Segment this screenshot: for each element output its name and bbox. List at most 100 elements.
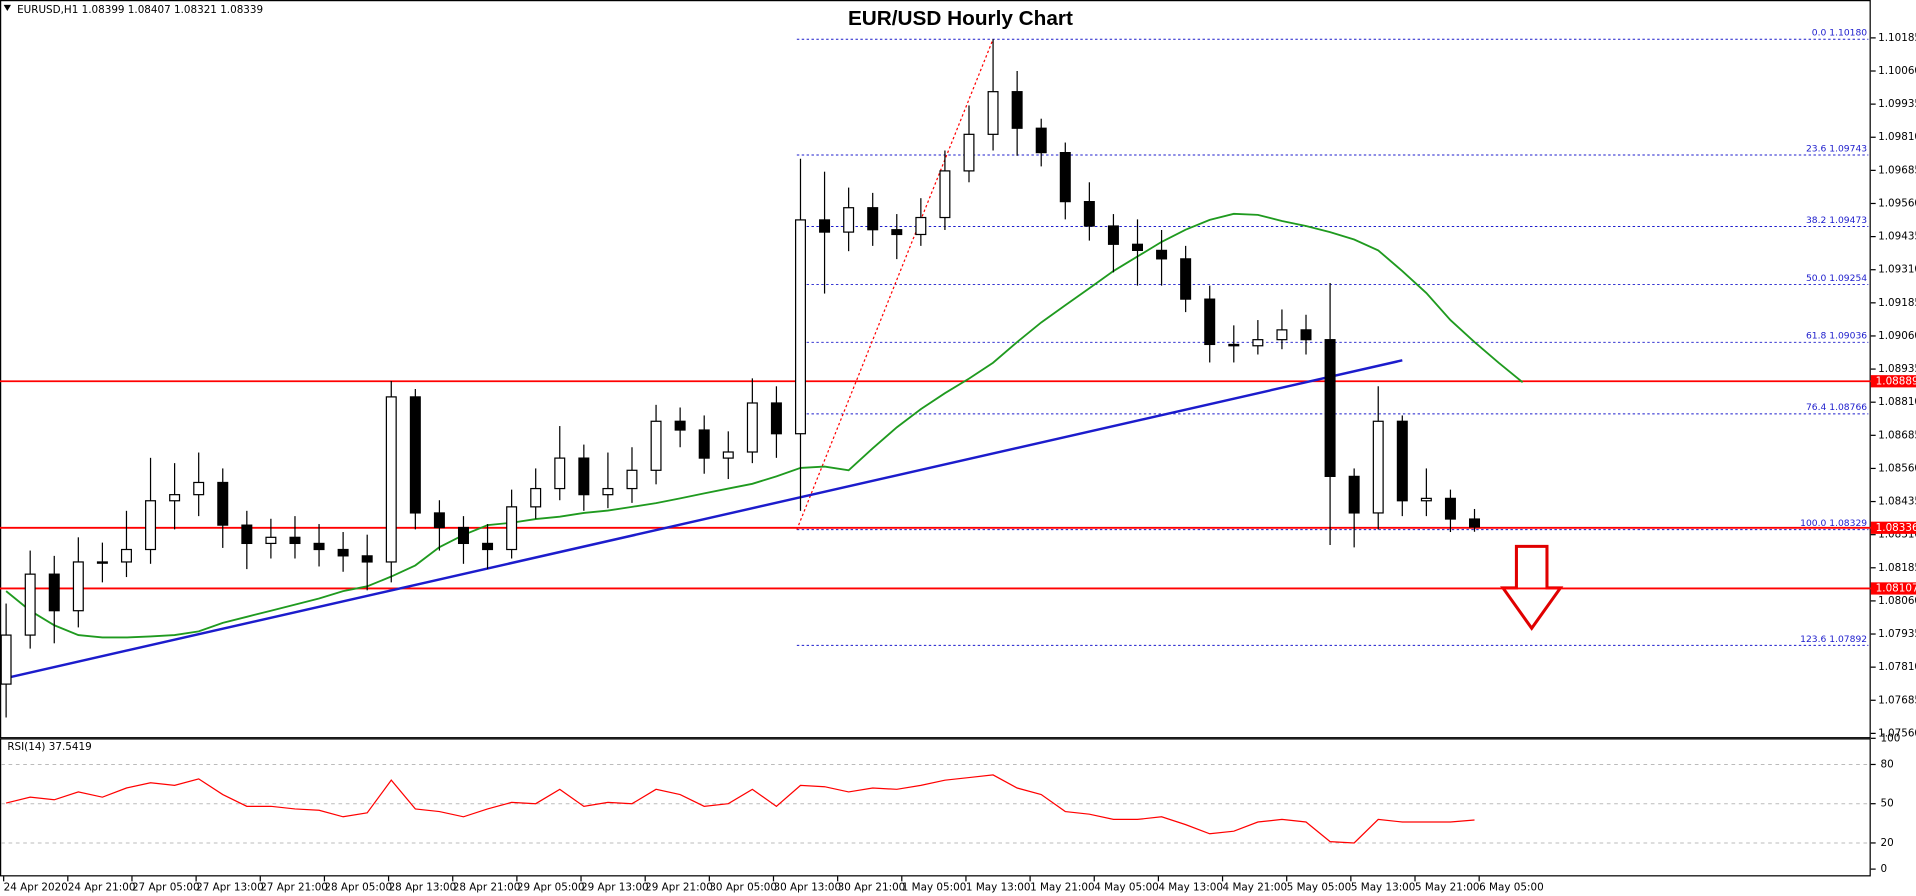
candle-body xyxy=(1083,201,1095,227)
candle-body xyxy=(939,170,951,219)
candle-body xyxy=(1396,420,1408,502)
candle-body xyxy=(1444,497,1456,520)
symbol-info: EURUSD,H1 1.08399 1.08407 1.08321 1.0833… xyxy=(17,4,263,16)
x-tick-label: 1 May 21:00 xyxy=(1030,881,1095,893)
y-tick-label: 1.08185 xyxy=(1878,562,1916,574)
candle-body xyxy=(145,500,157,551)
y-tick-label: 1.10185 xyxy=(1878,32,1916,44)
candle-body xyxy=(1132,243,1144,251)
candle-body xyxy=(1420,497,1432,502)
y-tick-label: 1.09810 xyxy=(1878,131,1916,143)
moving-average xyxy=(5,212,1524,639)
candle-body xyxy=(746,402,758,453)
candle-body xyxy=(0,634,12,685)
rsi-panel xyxy=(0,738,1871,877)
x-tick-label: 6 May 05:00 xyxy=(1479,881,1544,893)
candle-body xyxy=(313,542,325,551)
candle-body xyxy=(361,555,373,563)
candle-body xyxy=(891,229,903,236)
candle-body xyxy=(265,536,277,545)
x-tick-label: 5 May 21:00 xyxy=(1415,881,1480,893)
x-tick-label: 29 Apr 21:00 xyxy=(645,881,713,893)
candle-body xyxy=(602,487,614,496)
fib-level-label: 0.0 1.10180 xyxy=(1812,28,1868,39)
x-tick-label: 4 May 13:00 xyxy=(1158,881,1223,893)
x-tick-label: 29 Apr 13:00 xyxy=(581,881,649,893)
level-tag xyxy=(1870,521,1916,534)
candle-body xyxy=(169,494,181,502)
rsi-tick-label: 0 xyxy=(1881,863,1888,875)
candle-body xyxy=(1059,152,1071,203)
candle-body xyxy=(96,561,108,564)
candle-body xyxy=(1107,225,1119,245)
candle-body xyxy=(626,469,638,490)
fib-level-label: 50.0 1.09254 xyxy=(1806,273,1867,284)
candle-body xyxy=(217,481,229,526)
rsi-label: RSI(14) 37.5419 xyxy=(7,741,91,753)
fib-line xyxy=(796,38,994,530)
candle-body xyxy=(1348,475,1360,514)
candle-body xyxy=(698,429,710,459)
x-tick-label: 1 May 13:00 xyxy=(966,881,1031,893)
y-tick-label: 1.08685 xyxy=(1878,429,1916,441)
candle-body xyxy=(506,506,518,551)
x-tick-label: 1 May 05:00 xyxy=(902,881,967,893)
rsi-tick-label: 50 xyxy=(1881,798,1894,810)
price-panel xyxy=(0,0,1871,739)
candle-body xyxy=(1324,339,1336,477)
candle-body xyxy=(1156,249,1168,260)
rsi-line xyxy=(5,774,1475,844)
x-tick-label: 30 Apr 05:00 xyxy=(709,881,777,893)
fib-level-label: 100.0 1.08329 xyxy=(1800,518,1867,529)
fib-level-label: 123.6 1.07892 xyxy=(1800,634,1867,645)
x-tick-label: 27 Apr 05:00 xyxy=(132,881,200,893)
candle-body xyxy=(433,512,445,529)
candle-body xyxy=(987,91,999,135)
level-tag-label: 1.08889 xyxy=(1876,375,1916,387)
rsi-tick-label: 80 xyxy=(1881,758,1894,770)
x-tick-label: 4 May 05:00 xyxy=(1094,881,1159,893)
candle-body xyxy=(1228,343,1240,347)
candle-body xyxy=(72,561,84,612)
y-tick-label: 1.09435 xyxy=(1878,231,1916,243)
rsi-tick-label: 20 xyxy=(1881,837,1894,849)
x-tick-label: 5 May 05:00 xyxy=(1287,881,1352,893)
y-tick-label: 1.09935 xyxy=(1878,98,1916,110)
symbol-arrow xyxy=(3,4,11,12)
candle-body xyxy=(530,487,542,508)
y-tick-label: 1.08810 xyxy=(1878,396,1916,408)
candle-body xyxy=(963,133,975,172)
y-tick-label: 1.09685 xyxy=(1878,164,1916,176)
candle-body xyxy=(1300,329,1312,341)
y-tick-label: 1.07560 xyxy=(1878,727,1916,739)
y-tick-label: 1.09185 xyxy=(1878,297,1916,309)
x-tick-label: 28 Apr 05:00 xyxy=(324,881,392,893)
level-tag-label: 1.08107 xyxy=(1876,582,1916,594)
candle-body xyxy=(409,396,421,514)
x-tick-label: 28 Apr 21:00 xyxy=(453,881,521,893)
candle-body xyxy=(120,548,132,563)
candle-body xyxy=(1180,258,1192,300)
x-tick-label: 27 Apr 13:00 xyxy=(196,881,264,893)
candle-body xyxy=(554,457,566,490)
candle-body xyxy=(1252,339,1264,347)
candle-body xyxy=(770,402,782,435)
candle-body xyxy=(1469,518,1481,528)
candle-body xyxy=(867,207,879,231)
level-tag-label: 1.08336 xyxy=(1876,522,1916,534)
x-tick-label: 29 Apr 05:00 xyxy=(517,881,585,893)
fib-level-label: 76.4 1.08766 xyxy=(1806,402,1867,413)
candle-body xyxy=(915,216,927,236)
candle-body xyxy=(578,457,590,496)
candle-body xyxy=(241,524,253,545)
fib-level-label: 38.2 1.09473 xyxy=(1806,215,1867,226)
x-tick-label: 30 Apr 21:00 xyxy=(838,881,906,893)
level-tag xyxy=(1870,375,1916,388)
y-tick-label: 1.09060 xyxy=(1878,330,1916,342)
y-tick-label: 1.09560 xyxy=(1878,197,1916,209)
trendline xyxy=(5,359,1403,680)
y-tick-label: 1.07935 xyxy=(1878,628,1916,640)
level-tag xyxy=(1870,582,1916,595)
chart-title: EUR/USD Hourly Chart xyxy=(848,7,1073,30)
